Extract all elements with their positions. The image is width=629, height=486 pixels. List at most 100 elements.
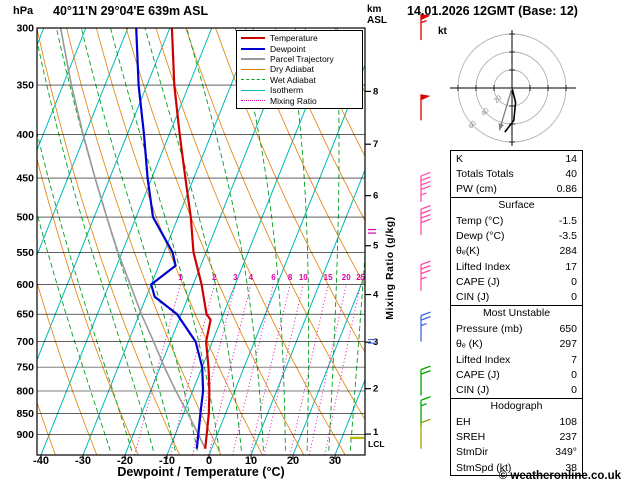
- km-tick-label: 2: [373, 384, 378, 395]
- hodograph-trace: [498, 87, 517, 133]
- table-row: EH 108: [451, 414, 582, 429]
- table-row: StmSpd (kt) 38: [451, 460, 582, 475]
- table-row: CAPE (J) 0: [451, 274, 582, 289]
- km-label: km: [367, 4, 382, 15]
- table-row-value: 0: [571, 368, 577, 381]
- legend-label: Isotherm: [270, 85, 304, 96]
- table-row-label: StmSpd (kt): [456, 461, 512, 474]
- temp-tick-label: -10: [159, 455, 175, 467]
- wind-barbs: [420, 14, 431, 449]
- wind-barb: [420, 418, 431, 449]
- temp-tick-label: -30: [75, 455, 91, 467]
- legend-label: Dry Adiabat: [270, 64, 314, 75]
- table-row-value: 0: [571, 276, 577, 289]
- km-scale: 12345678: [365, 86, 379, 438]
- table-row: Lifted Index 7: [451, 352, 582, 367]
- table-row-value: 38: [565, 461, 577, 474]
- pressure-tick-label: 900: [16, 429, 34, 441]
- legend-label: Wet Adiabat: [270, 74, 316, 85]
- km-tick-label: 1: [373, 427, 379, 438]
- wind-barb: [420, 365, 431, 396]
- mixing-ratio-axis-label: Mixing Ratio (g/kg): [384, 216, 396, 320]
- table-row: θₑ (K) 297: [451, 337, 582, 352]
- table-row-label: Totals Totals: [456, 167, 514, 180]
- edge-markers: [368, 228, 376, 344]
- wind-barb: [420, 14, 431, 41]
- legend-item: Wet Adiabat: [241, 75, 358, 85]
- pressure-unit-label: hPa: [13, 5, 34, 17]
- mixing-ratio-label: 25: [356, 273, 365, 282]
- table-row-value: 7: [571, 353, 577, 366]
- mixing-ratio-label: 1: [178, 273, 183, 282]
- legend-item: Isotherm: [241, 85, 358, 95]
- mixing-ratio-lines: [134, 284, 362, 455]
- table-row: CAPE (J) 0: [451, 367, 582, 382]
- legend-label: Temperature: [270, 33, 318, 44]
- table-section: K 14 Totals Totals 40 PW (cm) 0.86: [450, 150, 583, 198]
- skewt-diagram: 1 2 3 4 6 8 10 15 20 2530035040045050055060065070…: [16, 14, 431, 467]
- table-row-label: EH: [456, 415, 471, 428]
- table-row-value: 237: [559, 430, 577, 443]
- table-row-label: CIN (J): [456, 384, 490, 397]
- table-row: CIN (J) 0: [451, 382, 582, 397]
- table-row-value: 14: [565, 152, 577, 165]
- parcel-trajectory-curve: [59, 28, 206, 450]
- table-row-value: 0.86: [556, 183, 577, 196]
- legend-swatch: [241, 57, 265, 60]
- km-tick-label: 6: [373, 191, 378, 202]
- pressure-tick-label: 750: [16, 362, 34, 374]
- table-row-label: Pressure (mb): [456, 322, 523, 335]
- table-row-label: Temp (°C): [456, 214, 504, 227]
- indices-table: K 14 Totals Totals 40 PW (cm) 0.86 Surface Temp…: [450, 150, 583, 477]
- pressure-tick-label: 600: [16, 279, 34, 291]
- table-row: K 14: [451, 151, 582, 166]
- table-row-value: -1.5: [558, 214, 577, 227]
- wind-barb: [420, 205, 431, 236]
- legend-item: Parcel Trajectory: [241, 54, 358, 64]
- table-row-value: 17: [565, 260, 577, 273]
- temp-tick-label: 10: [245, 455, 257, 467]
- pressure-tick-label: 800: [16, 386, 34, 398]
- km-tick-label: 7: [373, 139, 378, 150]
- pressure-tick-label: 400: [16, 129, 34, 141]
- temp-tick-label: 30: [329, 455, 341, 467]
- legend-item: Temperature: [241, 33, 358, 43]
- mixing-ratio-label: 2: [212, 273, 217, 282]
- pressure-tick-label: 450: [16, 173, 34, 185]
- chart-legend: Temperature Dewpoint Parcel Trajectory Dry …: [236, 30, 363, 109]
- table-section: Surface Temp (°C) -1.5 Dewp (°C) -3.5 θₑ(K) 28…: [450, 196, 583, 306]
- pressure-tick-label: 650: [16, 309, 34, 321]
- table-row: Pressure (mb) 650: [451, 321, 582, 336]
- table-row-label: Lifted Index: [456, 353, 511, 366]
- table-row-label: StmDir: [456, 446, 489, 459]
- x-axis-label: Dewpoint / Temperature (°C): [117, 465, 285, 479]
- table-row-value: 349°: [555, 446, 577, 459]
- legend-label: Parcel Trajectory: [270, 53, 334, 64]
- table-row-value: 284: [559, 245, 577, 258]
- legend-label: Mixing Ratio: [270, 95, 317, 106]
- station-title: 40°11'N 29°04'E 639m ASL: [53, 4, 209, 18]
- table-row: Totals Totals 40: [451, 166, 582, 181]
- temperature-curve: [170, 28, 212, 449]
- table-row-label: θₑ(K): [456, 245, 480, 258]
- legend-swatch: [241, 37, 265, 40]
- table-row-value: 108: [559, 415, 577, 428]
- table-row-value: 0: [571, 291, 577, 304]
- table-row: Lifted Index 17: [451, 259, 582, 274]
- wet-adiabats: [37, 28, 365, 451]
- table-section-header: Hodograph: [490, 399, 543, 412]
- datetime-title: 14.01.2026 12GMT (Base: 12): [407, 4, 578, 18]
- hodograph-ring-label: 20: [493, 94, 504, 105]
- table-row-label: CAPE (J): [456, 368, 500, 381]
- table-row: Dewp (°C) -3.5: [451, 228, 582, 243]
- table-section: Hodograph EH 108 SREH 237 StmDir 349° StmSpd (k…: [450, 397, 583, 477]
- pressure-tick-label: 500: [16, 212, 34, 224]
- legend-label: Dewpoint: [270, 43, 306, 54]
- wind-barb: [420, 260, 431, 291]
- legend-swatch: [241, 79, 265, 81]
- legend-swatch: [241, 89, 265, 91]
- temp-tick-label: -40: [33, 455, 49, 467]
- table-row-label: θₑ (K): [456, 338, 483, 351]
